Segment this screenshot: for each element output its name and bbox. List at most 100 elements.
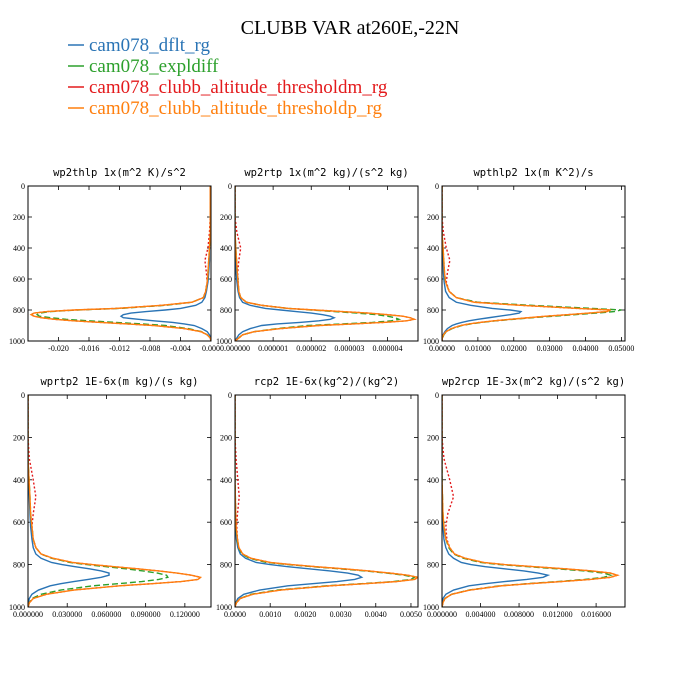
series-line-cam078_clubb_altitude_thresholdp_rg	[29, 186, 211, 341]
x-tick-label: 0.00000	[429, 344, 455, 353]
y-tick-label: 600	[13, 518, 25, 527]
x-tick-label: 0.000004	[373, 344, 403, 353]
y-tick-label: 800	[13, 561, 25, 570]
y-tick-label: 0	[228, 391, 232, 400]
y-tick-label: 200	[13, 213, 25, 222]
plot-frame	[27, 394, 212, 608]
x-tick-label: 0.090000	[131, 610, 161, 619]
panel-title: rcp2 1E-6x(kg^2)/(kg^2)	[254, 376, 399, 388]
panel-title: wp2rtp 1x(m^2 kg)/(s^2 kg)	[244, 167, 408, 179]
y-tick-label: 0	[228, 182, 232, 191]
legend-label: cam078_dflt_rg	[89, 35, 211, 56]
x-tick-label: 0.0030	[330, 610, 352, 619]
y-tick-label: 1000	[9, 603, 25, 612]
y-tick-label: 200	[427, 213, 439, 222]
y-tick-label: 400	[427, 244, 439, 253]
series-line-cam078_dflt_rg	[442, 186, 523, 341]
x-tick-label: 0.120000	[170, 610, 200, 619]
legend-item: cam078_clubb_altitude_thresholdm_rg	[68, 77, 388, 98]
series-line-cam078_expldiff	[235, 395, 417, 607]
legend-item: cam078_expldiff	[68, 56, 219, 77]
chart-panel: rcp2 1E-6x(kg^2)/(kg^2) 0 200 400 600 800 1000…	[216, 376, 422, 619]
y-tick-label: 600	[427, 275, 439, 284]
y-tick-label: 0	[435, 391, 439, 400]
y-tick-label: 200	[220, 213, 232, 222]
x-tick-label: -0.012	[109, 344, 130, 353]
x-tick-label: 0.012000	[543, 610, 573, 619]
x-tick-label: 0.04000	[573, 344, 599, 353]
chart-panel: wp2rcp 1E-3x(m^2 kg)/(s^2 kg)0 200 400 600 8…	[423, 376, 626, 619]
x-tick-label: 0.016000	[581, 610, 611, 619]
x-tick-label: 0.000003	[334, 344, 364, 353]
legend-label: cam078_expldiff	[89, 56, 219, 77]
x-tick-label: 0.004000	[466, 610, 496, 619]
x-tick-label: 0.0010	[259, 610, 281, 619]
x-tick-label: -0.008	[140, 344, 161, 353]
series-line-cam078_expldiff	[442, 395, 613, 607]
x-tick-label: 0.01000	[465, 344, 491, 353]
y-tick-label: 200	[220, 433, 232, 442]
series-line-cam078_clubb_altitude_thresholdm_rg	[442, 395, 620, 607]
x-tick-label: 0.05000	[608, 344, 634, 353]
panels: wp2thlp 1x(m^2 K)/s^2 0 200 400 600 800 1000 -0…	[9, 167, 634, 619]
y-tick-label: 0	[21, 182, 25, 191]
y-tick-label: 1000	[216, 337, 232, 346]
x-tick-label: 0.030000	[52, 610, 82, 619]
y-tick-label: 1000	[9, 337, 25, 346]
y-tick-label: 600	[220, 275, 232, 284]
series-line-cam078_clubb_altitude_thresholdm_rg	[28, 395, 203, 607]
series-line-cam078_dflt_rg	[235, 186, 336, 341]
legend: cam078_dflt_rgcam078_expldiffcam078_club…	[68, 35, 388, 119]
series-line-cam078_dflt_rg	[119, 186, 211, 341]
x-tick-label: 0.000001	[258, 344, 288, 353]
y-tick-label: 400	[220, 476, 232, 485]
x-tick-label: 0.02000	[501, 344, 527, 353]
x-tick-label: 0.000002	[296, 344, 326, 353]
plot-frame	[441, 394, 626, 608]
y-tick-label: 600	[220, 518, 232, 527]
panel-title: wpthlp2 1x(m K^2)/s	[473, 167, 593, 179]
plot-frame	[441, 185, 626, 342]
y-tick-label: 800	[13, 306, 25, 315]
series-line-cam078_clubb_altitude_thresholdm_rg	[235, 395, 418, 607]
x-tick-label: 0.0040	[365, 610, 387, 619]
x-tick-label: 0.008000	[504, 610, 534, 619]
series-line-cam078_dflt_rg	[235, 395, 364, 607]
y-tick-label: 600	[13, 275, 25, 284]
figure-title: CLUBB VAR at260E,-22N	[241, 17, 460, 39]
x-tick-label: -0.016	[79, 344, 100, 353]
y-tick-label: 800	[220, 561, 232, 570]
x-tick-label: 0.0050	[400, 610, 422, 619]
y-tick-label: 1000	[216, 603, 232, 612]
y-tick-label: 800	[220, 306, 232, 315]
series-line-cam078_clubb_altitude_thresholdm_rg	[235, 186, 417, 341]
y-tick-label: 1000	[423, 337, 439, 346]
legend-item: cam078_dflt_rg	[68, 35, 211, 56]
series-line-cam078_clubb_altitude_thresholdp_rg	[235, 395, 418, 607]
series-line-cam078_clubb_altitude_thresholdp_rg	[442, 186, 611, 341]
y-tick-label: 400	[220, 244, 232, 253]
x-tick-label: -0.004	[170, 344, 191, 353]
y-tick-label: 400	[13, 476, 25, 485]
x-tick-label: 0.000000	[13, 610, 43, 619]
x-tick-label: 0.0000	[224, 610, 246, 619]
series-line-cam078_clubb_altitude_thresholdm_rg	[29, 186, 211, 341]
y-tick-label: 0	[435, 182, 439, 191]
series-line-cam078_clubb_altitude_thresholdp_rg	[235, 186, 417, 341]
series-line-cam078_dflt_rg	[442, 395, 551, 607]
legend-label: cam078_clubb_altitude_thresholdp_rg	[89, 98, 383, 119]
y-tick-label: 0	[21, 391, 25, 400]
y-tick-label: 200	[427, 433, 439, 442]
y-tick-label: 400	[427, 476, 439, 485]
plot-frame	[27, 185, 212, 342]
x-tick-label: 0.000	[202, 344, 220, 353]
chart-panel: wprtp2 1E-6x(m kg)/(s kg) 0 200 400 600 800 10…	[9, 376, 212, 619]
series-line-cam078_expldiff	[235, 186, 402, 341]
x-tick-label: 0.000000	[427, 610, 457, 619]
x-tick-label: -0.020	[48, 344, 69, 353]
x-tick-label: 0.03000	[537, 344, 563, 353]
x-tick-label: 0.060000	[91, 610, 121, 619]
chart-panel: wpthlp2 1x(m K^2)/s 0 200 400 600 800 10000.00…	[423, 167, 634, 353]
panel-title: wp2thlp 1x(m^2 K)/s^2	[53, 167, 186, 179]
x-tick-label: 0.0020	[294, 610, 316, 619]
